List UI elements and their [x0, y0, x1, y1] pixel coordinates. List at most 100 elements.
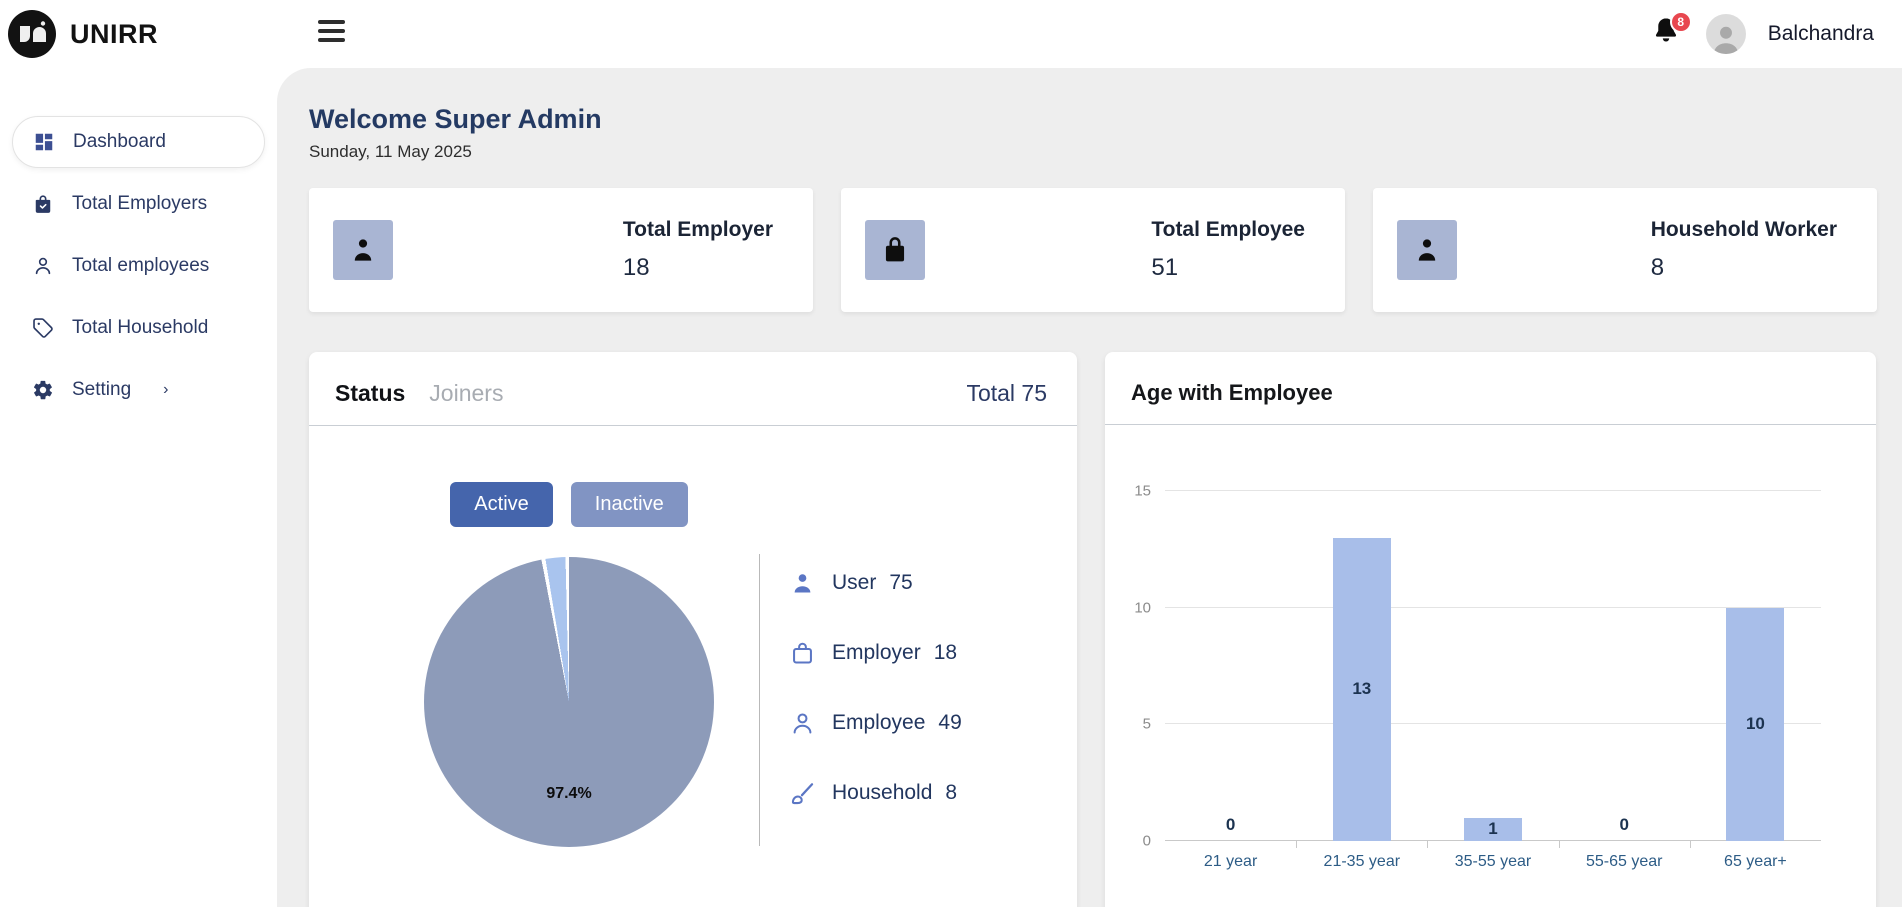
- stat-value: 18: [622, 254, 650, 281]
- x-axis-tick: [1558, 841, 1560, 848]
- x-axis-label: 21 year: [1203, 853, 1258, 870]
- gridline: [1165, 723, 1821, 725]
- gridline: [1165, 606, 1821, 608]
- x-axis-tick: [1689, 841, 1691, 848]
- legend-value: 75: [889, 571, 913, 594]
- gear-icon: [33, 380, 52, 400]
- user-name: Balchandra: [1767, 22, 1874, 45]
- main-content: Welcome Super Admin Sunday, 11 May 2025 …: [277, 68, 1902, 907]
- bar-value-label: 0: [1619, 815, 1629, 834]
- legend-item-employer: Employer 18: [789, 638, 962, 668]
- divider: [309, 425, 1077, 426]
- legend-value: 18: [933, 641, 958, 664]
- legend-item-employee: Employee 49: [789, 708, 962, 738]
- avatar[interactable]: [1705, 14, 1746, 54]
- sidebar-item-label: Total Household: [72, 317, 209, 338]
- topbar: UNIRR 8 Balchandra: [0, 0, 1902, 68]
- y-axis-tick: 15: [1134, 482, 1151, 500]
- x-axis-label: 21-35 year: [1323, 853, 1401, 870]
- active-button[interactable]: Active: [450, 482, 553, 527]
- divider: [1105, 424, 1876, 425]
- bar[interactable]: [1726, 607, 1785, 841]
- avatar-person-icon: [1713, 26, 1738, 54]
- bar-column[interactable]: 10: [1689, 491, 1821, 848]
- stat-card-household-worker[interactable]: Household Worker 8: [1373, 188, 1877, 312]
- brand-name: UNIRR: [70, 18, 158, 49]
- bar-column[interactable]: 0: [1165, 491, 1296, 841]
- legend-label: Household: [832, 781, 933, 804]
- y-axis-tick: 5: [1142, 715, 1151, 733]
- user-icon: [794, 573, 811, 592]
- bar-column[interactable]: 0: [1558, 491, 1690, 848]
- sidebar-item-total-employees[interactable]: Total employees: [12, 240, 265, 292]
- status-legend: User 75 Employer 18: [789, 568, 962, 848]
- stat-title: Household Worker: [1650, 218, 1837, 241]
- stat-value: 51: [1151, 254, 1179, 281]
- brand-logo-icon: [8, 10, 56, 58]
- bar-column[interactable]: 13: [1296, 491, 1427, 848]
- person-icon: [793, 712, 812, 734]
- sidebar-item-total-employers[interactable]: Total Employers: [12, 178, 265, 230]
- stat-title: Total Employee: [1151, 218, 1305, 241]
- bar[interactable]: [1464, 817, 1522, 841]
- legend-value: 8: [945, 781, 958, 804]
- notification-bell[interactable]: 8: [1650, 11, 1692, 53]
- brand[interactable]: UNIRR: [0, 10, 158, 58]
- dashboard-grid-icon: [35, 133, 53, 151]
- page-title: Welcome Super Admin: [309, 104, 602, 134]
- gridline: [1165, 490, 1821, 491]
- chevron-right-icon: ›: [163, 381, 169, 398]
- tag-icon: [33, 318, 53, 338]
- x-axis-tick: [1296, 841, 1298, 848]
- notification-count-badge: 8: [1669, 11, 1692, 33]
- legend-item-user: User 75: [789, 568, 962, 598]
- x-axis-label: 65 year+: [1724, 853, 1787, 870]
- y-axis-tick: 10: [1134, 599, 1151, 617]
- status-pie-chart[interactable]: 97.4%: [424, 557, 714, 847]
- x-axis-tick: [1427, 841, 1429, 848]
- brush-icon: [791, 782, 814, 804]
- vertical-divider: [759, 554, 760, 846]
- bar[interactable]: [1332, 537, 1391, 841]
- legend-label: User: [832, 571, 877, 594]
- stat-card-total-employee[interactable]: Total Employee 51: [841, 188, 1345, 312]
- stats-row: Total Employer 18 Total Employee 51: [309, 188, 1877, 312]
- bar-value-label: 10: [1745, 714, 1765, 734]
- sidebar-item-total-household[interactable]: Total Household: [12, 302, 265, 354]
- sidebar: Dashboard Total Employers Total employee…: [0, 68, 277, 907]
- legend-item-household: Household 8: [789, 778, 962, 808]
- x-axis-label: 35-55 year: [1454, 853, 1532, 870]
- stat-title: Total Employer: [622, 218, 773, 241]
- sidebar-item-label: Dashboard: [73, 131, 166, 152]
- person-icon: [333, 220, 393, 280]
- person-outline-icon: [35, 257, 51, 275]
- bar-value-label: 1: [1488, 819, 1498, 839]
- sidebar-item-label: Setting: [72, 379, 132, 400]
- bar-chart-plot[interactable]: 0 5 10 15 0 13 1 0 10: [1134, 483, 1821, 850]
- sidebar-item-dashboard[interactable]: Dashboard: [12, 116, 265, 168]
- y-axis-tick: 0: [1142, 832, 1151, 850]
- status-title: Status: [335, 380, 406, 406]
- sidebar-item-label: Total employees: [72, 255, 210, 276]
- sidebar-item-label: Total Employers: [72, 193, 208, 214]
- status-total: Total 75: [966, 380, 1047, 406]
- bar-value-label: 0: [1225, 815, 1236, 834]
- age-panel: Age with Employee 0 5 10 15 0 13 1 0 10 21 year 2…: [1105, 352, 1876, 907]
- age-chart-title: Age with Employee: [1131, 380, 1333, 405]
- bag-check-icon: [35, 195, 51, 213]
- pie-percentage-label: 97.4%: [546, 785, 592, 802]
- bar-chart-x-labels: 21 year 21-35 year 35-55 year 55-65 year 65 …: [1165, 853, 1821, 871]
- stat-value: 8: [1650, 254, 1665, 281]
- legend-label: Employee: [832, 711, 926, 734]
- inactive-button[interactable]: Inactive: [570, 482, 688, 527]
- legend-label: Employer: [832, 641, 921, 664]
- legend-value: 49: [938, 711, 962, 734]
- stat-card-total-employer[interactable]: Total Employer 18: [309, 188, 813, 312]
- bag-icon: [793, 642, 812, 664]
- sidebar-item-setting[interactable]: Setting ›: [12, 364, 265, 416]
- status-subtitle: Joiners: [429, 380, 504, 406]
- status-panel: Status Joiners Total 75 Active Inactive …: [309, 352, 1077, 907]
- hamburger-menu-icon[interactable]: [318, 20, 345, 47]
- bar-column[interactable]: 1: [1427, 491, 1558, 848]
- person-icon: [1397, 220, 1457, 280]
